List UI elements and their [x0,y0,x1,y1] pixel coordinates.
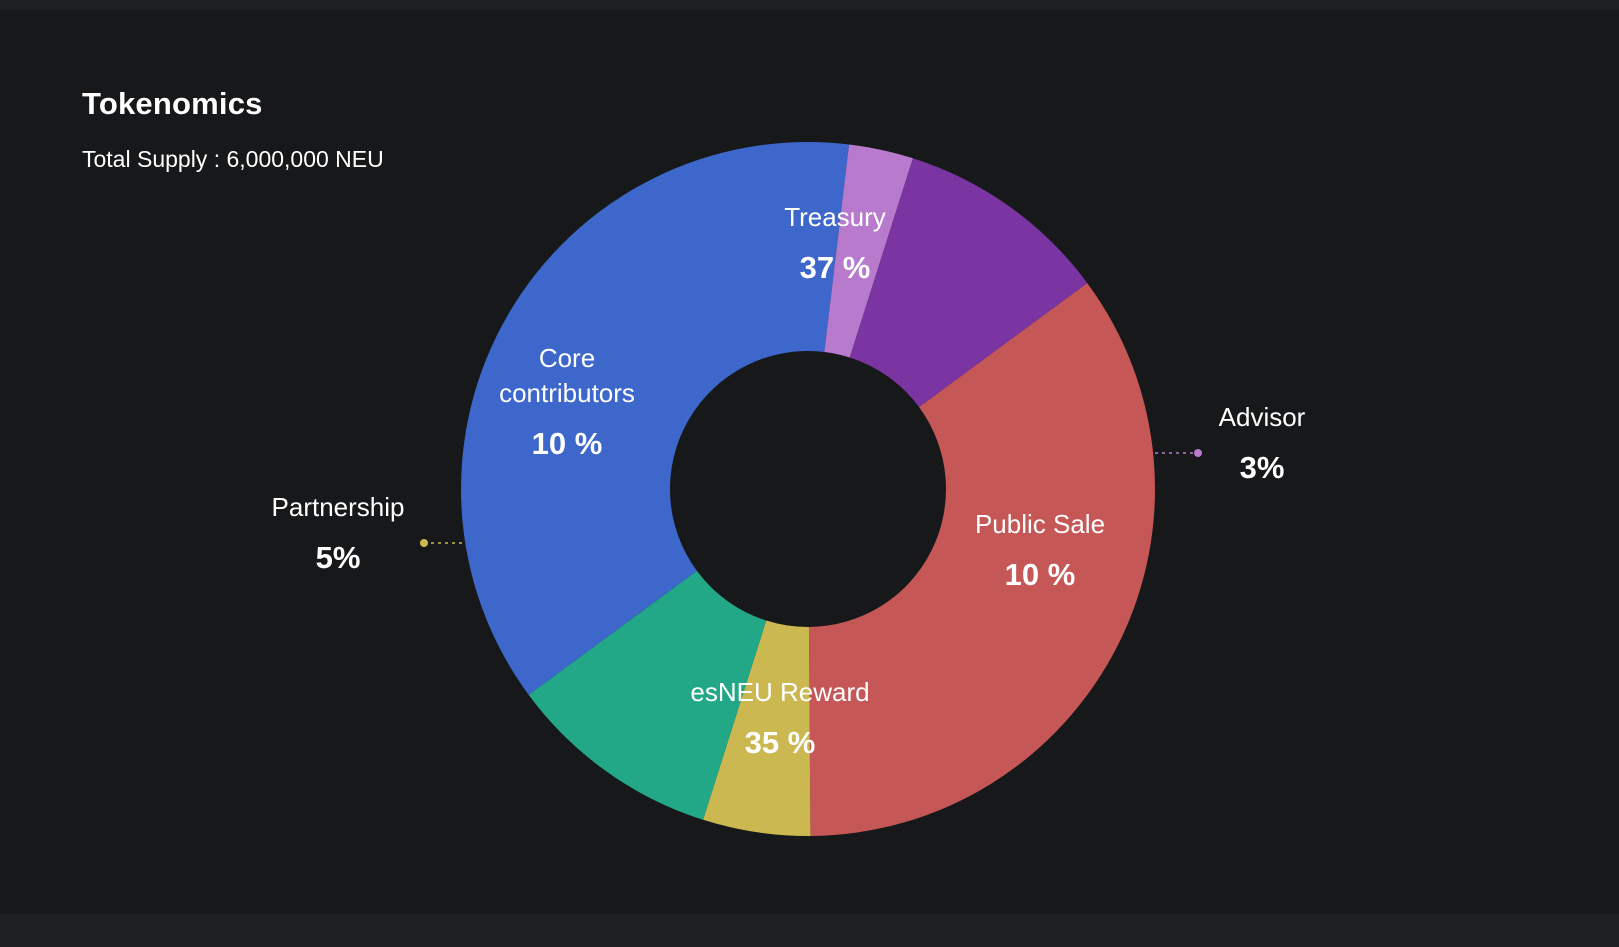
label-group-public-sale: Public Sale 10 % [975,509,1105,592]
total-supply: Total Supply : 6,000,000 NEU [82,146,384,172]
label-group-advisor: Advisor 3% [1219,402,1306,485]
slice-labels: Treasury 37 % Advisor 3% Public Sale 10 % esNE… [272,202,1306,760]
label-group-esneu-reward: esNEU Reward 35 % [690,677,869,760]
slice-label-partnership: Partnership [272,492,405,522]
leader-dot-advisor [1194,449,1202,457]
slice-value-treasury: 37 % [800,250,871,285]
slice-esneu-reward [808,283,1155,836]
slice-advisor [824,144,913,358]
slice-label-public-sale: Public Sale [975,509,1105,539]
slice-treasury [461,142,850,695]
page-title: Tokenomics [82,86,263,121]
label-group-treasury: Treasury 37 % [784,202,886,285]
slice-value-core-contributors: 10 % [532,426,603,461]
label-group-partnership: Partnership 5% [272,492,405,575]
leader-lines [420,449,1202,547]
slice-public-sale [849,158,1088,408]
slice-label-esneu-reward: esNEU Reward [690,677,869,707]
leader-dot-partnership [420,539,428,547]
slice-value-advisor: 3% [1240,450,1285,485]
slice-partnership [703,620,811,836]
slice-value-public-sale: 10 % [1005,557,1076,592]
donut-slices [461,142,1155,836]
slice-value-esneu-reward: 35 % [745,725,816,760]
slice-label-advisor: Advisor [1219,402,1306,432]
slice-core-contributors [528,570,767,820]
slice-label-treasury: Treasury [784,202,886,232]
label-group-core-contributors: Core contributors 10 % [499,343,635,461]
slice-value-partnership: 5% [316,540,361,575]
slice-label-core-contributors: Core contributors [499,343,635,408]
